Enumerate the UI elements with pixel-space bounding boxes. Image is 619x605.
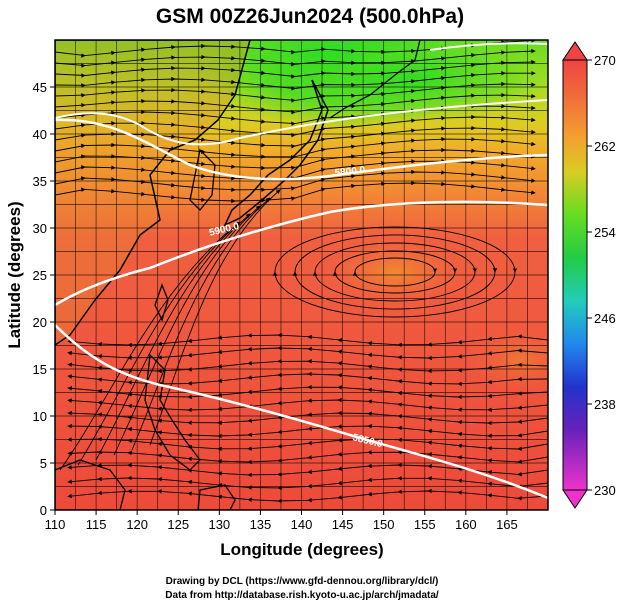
contour-5800-line: [55, 118, 548, 181]
contour-north-line: [55, 99, 548, 146]
streamline: [67, 359, 548, 374]
credit-drawing: Drawing by DCL (https://www.gfd-dennou.o…: [166, 576, 439, 587]
streamline: [55, 180, 536, 204]
colorbar-tick-label: 230: [594, 483, 616, 498]
y-tick-label: 25: [33, 268, 47, 283]
colorbar: 230 238 246 254 262 270: [562, 41, 616, 509]
y-tick-label: 30: [33, 221, 47, 236]
streamline: [67, 449, 548, 465]
streamline: [67, 475, 548, 491]
colorbar-body: [562, 59, 588, 491]
x-tick-label: 145: [332, 517, 354, 532]
streamline: [67, 436, 548, 452]
streamline: [149, 189, 281, 446]
y-tick-label: 15: [33, 362, 47, 377]
streamline: [67, 397, 548, 413]
y-tick-label: 10: [33, 409, 47, 424]
x-tick-label: 110: [45, 517, 66, 532]
colorbar-ticks: 230 238 246 254 262 270: [587, 53, 616, 498]
streamline: [292, 234, 498, 310]
colorbar-tick-label: 270: [594, 53, 616, 68]
colorbar-tick-label: 254: [594, 225, 616, 240]
streamline: [131, 197, 271, 451]
y-axis-label: Latitude (degrees): [5, 201, 24, 348]
streamline: [67, 384, 548, 400]
x-tick-label: 150: [373, 517, 395, 532]
plot-area: 5800.0 5900.0 5850.0: [55, 40, 548, 510]
y-tick-label: 40: [33, 127, 47, 142]
contour-5900-line: [55, 200, 548, 307]
x-tick-label: 155: [414, 517, 436, 532]
streamline: [67, 332, 548, 348]
y-tick-label: 45: [33, 80, 47, 95]
y-tick-label: 20: [33, 315, 47, 330]
streamline: [272, 226, 518, 318]
streamline: [113, 205, 261, 456]
x-tick-label: 115: [86, 517, 107, 532]
credit-data: Data from http://database.rish.kyoto-u.a…: [165, 590, 439, 601]
streamline: [67, 423, 548, 439]
streamline: [67, 488, 548, 504]
streamline: [77, 221, 241, 466]
x-tick-label: 135: [250, 517, 272, 532]
wind-streamlines: [55, 40, 548, 504]
colorbar-tick-label: 246: [594, 311, 616, 326]
x-tick-label: 130: [208, 517, 230, 532]
y-tick-label: 0: [40, 503, 47, 518]
streamline: [67, 371, 548, 387]
colorbar-tick-label: 262: [594, 139, 616, 154]
streamline: [332, 250, 458, 294]
contour-5850-line: [55, 324, 548, 500]
streamline: [67, 410, 548, 426]
colorbar-tick-label: 238: [594, 397, 616, 412]
x-tick-label: 140: [291, 517, 313, 532]
streamline: [59, 229, 231, 471]
y-tick-label: 5: [40, 456, 47, 471]
contour-top-line: [429, 42, 548, 51]
contour-label-5800: 5800.0: [334, 165, 366, 179]
streamline: [352, 257, 438, 287]
y-axis-ticks: 0 5 10 15 20 25 30 35 40 45: [33, 80, 55, 518]
x-tick-label: 160: [455, 517, 477, 532]
colorbar-bottom-arrow: [562, 489, 588, 509]
y-tick-label: 35: [33, 174, 47, 189]
colorbar-top-arrow: [562, 41, 588, 61]
x-tick-label: 120: [126, 517, 148, 532]
streamline: [312, 242, 478, 302]
x-tick-label: 165: [496, 517, 518, 532]
map-title: GSM 00Z26Jun2024 (500.0hPa): [156, 5, 464, 28]
x-axis-ticks: 110 115 120 125 130 135 140 145 150 155 160 165: [45, 510, 518, 532]
x-tick-label: 125: [167, 517, 189, 532]
x-axis-label: Longitude (degrees): [220, 540, 383, 559]
